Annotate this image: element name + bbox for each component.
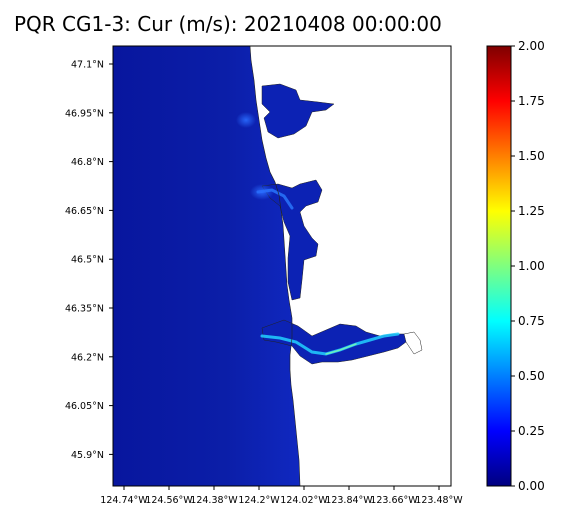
- grays-current-glow: [236, 112, 256, 128]
- willapa-bay: [261, 179, 323, 301]
- longitude-tick-label: 124.56°W: [145, 495, 193, 506]
- latitude-axis: 47.1°N 46.95°N 46.8°N 46.65°N 46.5°N 46.35°N 4…: [65, 60, 113, 461]
- longitude-tick-label: 124.38°W: [190, 495, 238, 506]
- longitude-tick-label: 123.66°W: [370, 495, 418, 506]
- colorbar-tick-label: 1.75: [518, 94, 545, 108]
- colorbar-tick-label: 0.00: [518, 479, 545, 493]
- columbia-estuary: [261, 319, 407, 365]
- longitude-tick-label: 124.2°W: [238, 495, 280, 506]
- longitude-tick-label: 123.48°W: [415, 495, 463, 506]
- ocean-area: [113, 46, 300, 486]
- longitude-tick-label: 123.84°W: [325, 495, 373, 506]
- latitude-tick-label: 46.2°N: [71, 352, 104, 363]
- colorbar-tick-label: 1.50: [518, 149, 545, 163]
- grays-harbor: [261, 83, 335, 139]
- latitude-tick-label: 46.95°N: [65, 108, 104, 119]
- colorbar-tick-label: 1.25: [518, 204, 545, 218]
- latitude-tick-label: 47.1°N: [71, 60, 104, 71]
- willapa-current-glow: [250, 184, 274, 200]
- colorbar-tick-label: 0.25: [518, 424, 545, 438]
- colorbar-bar: [486, 45, 512, 487]
- longitude-tick-label: 124.74°W: [100, 495, 148, 506]
- latitude-tick-label: 46.35°N: [65, 304, 104, 315]
- colorbar-ticks: 0.00 0.25 0.50 0.75 1.00 1.25 1.50 1.75 2.00: [511, 39, 545, 493]
- estuary-outline-east: [403, 331, 423, 355]
- latitude-tick-label: 46.8°N: [71, 157, 104, 168]
- colorbar-tick-label: 0.50: [518, 369, 545, 383]
- columbia-current-core: [325, 343, 357, 355]
- map-title: PQR CG1-3: Cur (m/s): 20210408 00:00:00: [14, 12, 442, 36]
- coastline: [249, 45, 301, 487]
- map-frame: [112, 45, 452, 487]
- latitude-tick-label: 45.9°N: [71, 450, 104, 461]
- latitude-tick-label: 46.05°N: [65, 401, 104, 412]
- map-panel: [112, 45, 452, 487]
- colorbar-tick-label: 2.00: [518, 39, 545, 53]
- latitude-tick-label: 46.65°N: [65, 206, 104, 217]
- colorbar-tick-label: 1.00: [518, 259, 545, 273]
- colorbar: 0.00 0.25 0.50 0.75 1.00 1.25 1.50 1.75 2.00: [486, 39, 545, 493]
- colorbar-tick-label: 0.75: [518, 314, 545, 328]
- latitude-tick-label: 46.5°N: [71, 255, 104, 266]
- longitude-tick-label: 124.02°W: [280, 495, 328, 506]
